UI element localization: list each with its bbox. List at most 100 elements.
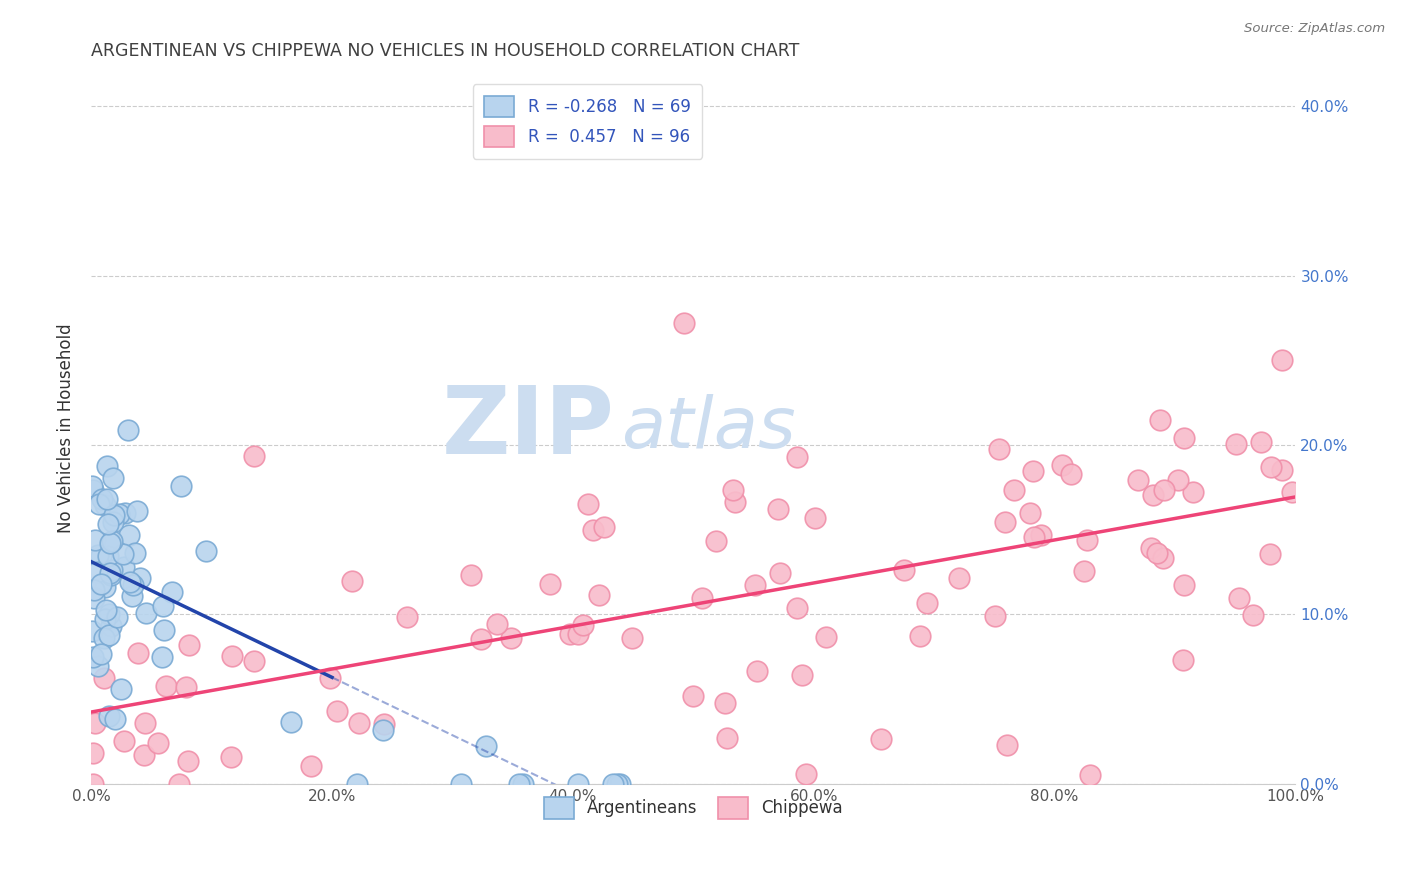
Point	[94, 499, 117, 513]
Point	[609, 777, 631, 791]
Point	[1173, 431, 1195, 445]
Point	[152, 623, 174, 637]
Point	[1059, 467, 1081, 481]
Point	[242, 449, 264, 463]
Point	[995, 738, 1018, 752]
Point	[744, 578, 766, 592]
Point	[1182, 484, 1205, 499]
Point	[98, 628, 121, 642]
Point	[908, 629, 931, 643]
Point	[134, 716, 156, 731]
Point	[94, 611, 117, 625]
Point	[118, 574, 141, 589]
Point	[1146, 546, 1168, 560]
Point	[93, 671, 115, 685]
Point	[82, 624, 104, 639]
Point	[97, 708, 120, 723]
Point	[167, 777, 190, 791]
Point	[97, 517, 120, 532]
Point	[110, 681, 132, 696]
Point	[804, 511, 827, 525]
Point	[129, 571, 152, 585]
Point	[82, 649, 104, 664]
Point	[90, 576, 112, 591]
Point	[82, 483, 104, 498]
Point	[179, 638, 201, 652]
Point	[567, 627, 589, 641]
Point	[1052, 458, 1074, 473]
Point	[1250, 435, 1272, 450]
Text: ZIP: ZIP	[441, 382, 614, 474]
Point	[373, 723, 395, 738]
Point	[917, 595, 939, 609]
Point	[1271, 463, 1294, 477]
Point	[396, 609, 419, 624]
Point	[91, 492, 114, 507]
Point	[582, 523, 605, 537]
Point	[93, 631, 115, 645]
Point	[512, 777, 534, 791]
Point	[486, 617, 509, 632]
Point	[97, 549, 120, 563]
Point	[118, 528, 141, 542]
Point	[1171, 653, 1194, 667]
Point	[83, 591, 105, 606]
Point	[98, 607, 121, 621]
Point	[1139, 541, 1161, 556]
Point	[704, 534, 727, 549]
Point	[121, 589, 143, 603]
Point	[1227, 591, 1250, 605]
Point	[127, 646, 149, 660]
Point	[103, 508, 125, 522]
Point	[100, 619, 122, 633]
Point	[152, 599, 174, 613]
Point	[105, 609, 128, 624]
Legend: Argentineans, Chippewa: Argentineans, Chippewa	[537, 790, 849, 825]
Point	[122, 578, 145, 592]
Point	[94, 580, 117, 594]
Point	[588, 588, 610, 602]
Point	[98, 566, 121, 580]
Point	[90, 647, 112, 661]
Point	[460, 567, 482, 582]
Point	[1153, 483, 1175, 497]
Point	[86, 566, 108, 580]
Point	[340, 574, 363, 588]
Point	[96, 491, 118, 506]
Point	[134, 748, 156, 763]
Point	[1142, 488, 1164, 502]
Point	[572, 618, 595, 632]
Point	[1241, 608, 1264, 623]
Point	[1018, 506, 1040, 520]
Point	[1260, 460, 1282, 475]
Point	[114, 506, 136, 520]
Point	[1126, 474, 1149, 488]
Point	[160, 584, 183, 599]
Point	[1078, 768, 1101, 782]
Text: ARGENTINEAN VS CHIPPEWA NO VEHICLES IN HOUSEHOLD CORRELATION CHART: ARGENTINEAN VS CHIPPEWA NO VEHICLES IN H…	[91, 42, 800, 60]
Point	[794, 766, 817, 780]
Point	[242, 654, 264, 668]
Point	[1173, 578, 1195, 592]
Y-axis label: No Vehicles in Household: No Vehicles in Household	[58, 323, 75, 533]
Point	[98, 535, 121, 549]
Point	[713, 697, 735, 711]
Point	[96, 458, 118, 473]
Point	[673, 317, 696, 331]
Point	[1225, 437, 1247, 451]
Point	[219, 749, 242, 764]
Point	[948, 571, 970, 585]
Point	[621, 631, 644, 645]
Point	[84, 716, 107, 731]
Point	[114, 560, 136, 574]
Point	[84, 533, 107, 547]
Point	[716, 731, 738, 745]
Point	[814, 631, 837, 645]
Point	[593, 519, 616, 533]
Point	[1073, 565, 1095, 579]
Point	[112, 547, 135, 561]
Point	[221, 649, 243, 664]
Point	[1021, 464, 1043, 478]
Point	[104, 712, 127, 726]
Point	[94, 603, 117, 617]
